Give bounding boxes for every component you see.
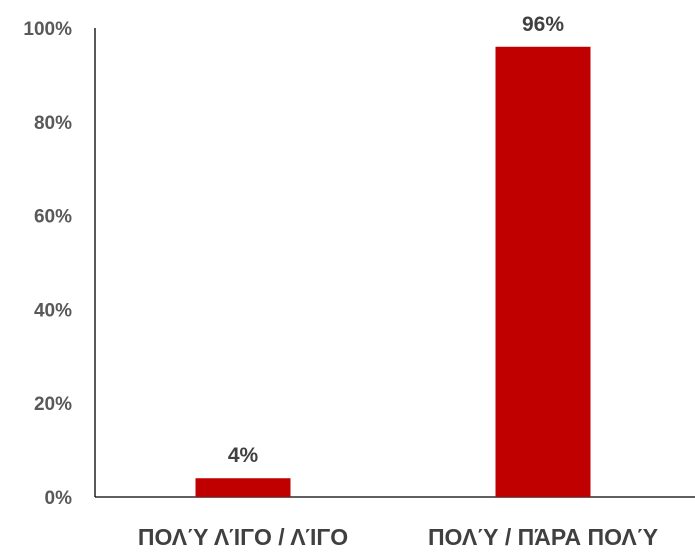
bars xyxy=(195,46,591,497)
data-label: 4% xyxy=(228,444,259,467)
y-tick-label: 80% xyxy=(34,113,72,134)
y-tick-label: 20% xyxy=(34,394,72,415)
y-tick-label: 60% xyxy=(34,207,72,228)
y-tick-label: 40% xyxy=(34,300,72,321)
bar xyxy=(195,478,291,497)
x-category-label: ΠΟΛΎ / ΠΆΡΑ ΠΟΛΎ xyxy=(428,524,658,550)
y-tick-label: 0% xyxy=(45,488,73,509)
data-labels: 4% 96% xyxy=(228,13,565,467)
bar xyxy=(495,46,591,497)
y-tick-label: 100% xyxy=(23,19,72,40)
category-labels: ΠΟΛΎ ΛΊΓΟ / ΛΊΓΟ ΠΟΛΎ / ΠΆΡΑ ΠΟΛΎ xyxy=(138,524,658,550)
y-axis: 0% 20% 40% 60% 80% 100% xyxy=(23,19,96,509)
x-category-label: ΠΟΛΎ ΛΊΓΟ / ΛΊΓΟ xyxy=(138,524,348,550)
data-label: 96% xyxy=(522,13,564,36)
